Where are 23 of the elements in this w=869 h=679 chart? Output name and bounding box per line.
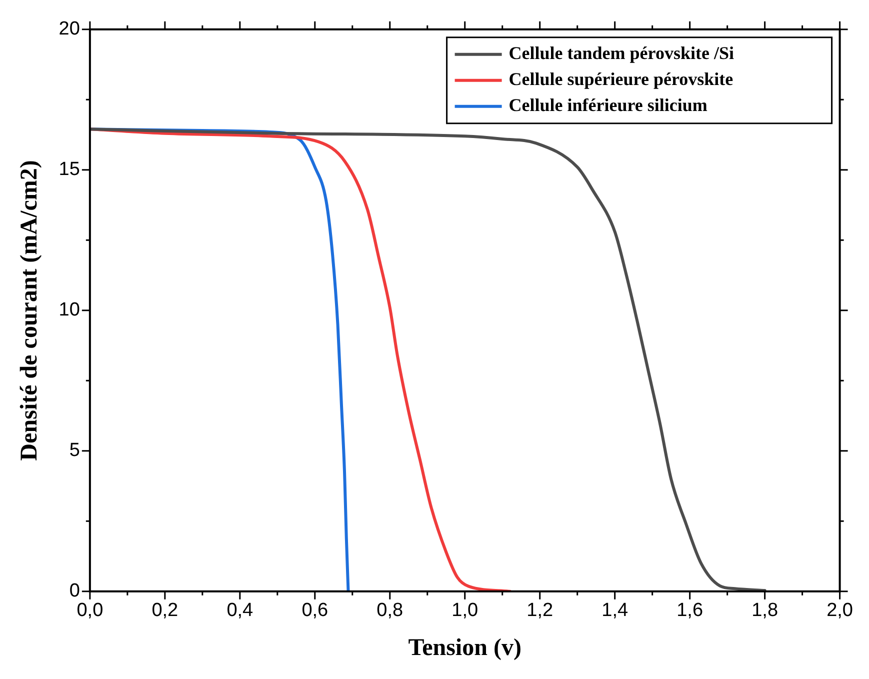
x-tick-label: 1,0 xyxy=(452,600,478,622)
y-tick-label: 10 xyxy=(58,300,80,321)
legend-label: Cellule tandem pérovskite /Si xyxy=(508,43,734,64)
legend-label: Cellule supérieure pérovskite xyxy=(508,69,734,90)
y-tick-label: 5 xyxy=(69,440,80,462)
line-series xyxy=(90,128,766,592)
y-axis-title: Densité de courant (mA/cm2) xyxy=(16,160,43,461)
y-tick-label: 15 xyxy=(58,159,80,180)
x-tick-label: 1,8 xyxy=(752,600,778,622)
x-tick-label: 1,4 xyxy=(602,600,628,622)
x-tick-label: 2,0 xyxy=(826,600,854,622)
y-tick-label: 0 xyxy=(69,580,80,602)
x-axis-title: Tension (v) xyxy=(408,634,522,661)
x-tick-label: 0,2 xyxy=(152,600,178,622)
x-tick-label: 0,8 xyxy=(376,600,404,622)
x-tick-label: 1,6 xyxy=(676,600,704,622)
x-tick-label: 1,2 xyxy=(526,600,554,622)
x-tick-label: 0,6 xyxy=(302,600,328,622)
legend-label: Cellule inférieure silicium xyxy=(508,95,708,116)
x-tick-label: 0,4 xyxy=(226,600,254,622)
line-series xyxy=(90,128,512,592)
x-tick-label: 0,0 xyxy=(76,600,104,622)
y-tick-label: 20 xyxy=(58,18,80,40)
